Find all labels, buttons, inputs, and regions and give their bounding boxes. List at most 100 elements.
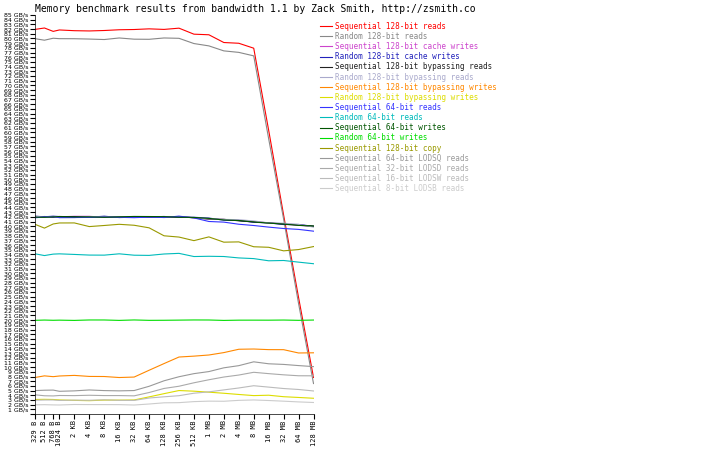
Random 128-bit reads <box>249 53 258 58</box>
Sequential 128-bit bypassing writes <box>235 346 243 352</box>
Sequential 128-bit reads <box>309 375 318 380</box>
Random 64-bit reads <box>309 261 318 266</box>
Sequential 16-bit LODSW reads <box>30 397 39 403</box>
Random 128-bit cache writes <box>235 218 243 223</box>
Sequential 32-bit LODSD reads <box>85 392 94 398</box>
Sequential 8-bit LODSB reads <box>264 398 273 403</box>
Sequential 128-bit bypassing reads <box>85 214 94 220</box>
Random 128-bit bypassing reads <box>30 213 39 219</box>
Random 128-bit bypassing reads <box>160 214 168 220</box>
Sequential 64-bit reads <box>49 214 58 220</box>
Sequential 16-bit LODSW reads <box>70 397 78 403</box>
Sequential 128-bit bypassing reads <box>145 215 153 220</box>
Sequential 64-bit LODSQ reads <box>264 361 273 366</box>
Random 64-bit reads <box>100 252 109 258</box>
Sequential 64-bit LODSQ reads <box>220 365 228 370</box>
Random 128-bit cache writes <box>30 213 39 219</box>
Random 64-bit writes <box>279 317 288 323</box>
Sequential 32-bit LODSD reads <box>204 377 213 382</box>
Random 128-bit bypassing reads <box>220 217 228 222</box>
Random 128-bit cache writes <box>204 216 213 221</box>
Random 128-bit cache writes <box>55 214 64 219</box>
Random 128-bit reads <box>30 36 39 41</box>
Sequential 8-bit LODSB reads <box>55 402 64 408</box>
Sequential 8-bit LODSB reads <box>49 402 58 408</box>
Sequential 16-bit LODSW reads <box>175 393 184 398</box>
Random 128-bit cache writes <box>100 213 109 219</box>
Sequential 128-bit cache writes <box>235 218 243 223</box>
Random 128-bit cache writes <box>220 217 228 223</box>
Sequential 128-bit copy <box>204 234 213 239</box>
Line: Sequential 32-bit LODSD reads: Sequential 32-bit LODSD reads <box>35 372 313 396</box>
Random 128-bit cache writes <box>249 220 258 225</box>
Sequential 32-bit LODSD reads <box>279 372 288 378</box>
Sequential 64-bit writes <box>294 223 303 228</box>
Sequential 128-bit copy <box>30 221 39 227</box>
Sequential 64-bit writes <box>49 214 58 220</box>
Sequential 64-bit reads <box>294 227 303 232</box>
Sequential 128-bit copy <box>294 247 303 252</box>
Sequential 16-bit LODSW reads <box>235 385 243 391</box>
Sequential 64-bit LODSQ reads <box>279 362 288 367</box>
Random 128-bit bypassing writes <box>264 392 273 398</box>
Random 128-bit bypassing writes <box>160 391 168 396</box>
Sequential 64-bit LODSQ reads <box>55 389 64 394</box>
Random 64-bit reads <box>85 252 94 258</box>
Sequential 64-bit reads <box>55 215 64 220</box>
Sequential 128-bit cache writes <box>49 215 58 220</box>
Random 128-bit reads <box>264 136 273 141</box>
Sequential 8-bit LODSB reads <box>85 402 94 407</box>
Sequential 8-bit LODSB reads <box>235 398 243 403</box>
Sequential 128-bit bypassing reads <box>220 216 228 222</box>
Sequential 128-bit bypassing writes <box>309 350 318 356</box>
Random 128-bit bypassing reads <box>145 214 153 219</box>
Line: Sequential 64-bit writes: Sequential 64-bit writes <box>35 216 313 226</box>
Sequential 8-bit LODSB reads <box>145 401 153 407</box>
Sequential 8-bit LODSB reads <box>279 399 288 404</box>
Sequential 64-bit writes <box>235 218 243 223</box>
Sequential 64-bit writes <box>279 221 288 227</box>
Sequential 64-bit writes <box>40 215 49 220</box>
Random 128-bit bypassing reads <box>55 215 64 220</box>
Sequential 16-bit LODSW reads <box>189 391 198 396</box>
Line: Random 128-bit bypassing writes: Random 128-bit bypassing writes <box>35 391 313 401</box>
Sequential 64-bit LODSQ reads <box>235 363 243 369</box>
Random 128-bit bypassing writes <box>115 397 124 403</box>
Random 128-bit bypassing writes <box>145 394 153 400</box>
Random 64-bit reads <box>145 253 153 258</box>
Sequential 128-bit bypassing reads <box>309 224 318 229</box>
Sequential 128-bit cache writes <box>249 220 258 225</box>
Line: Sequential 16-bit LODSW reads: Sequential 16-bit LODSW reads <box>35 386 313 400</box>
Sequential 128-bit reads <box>70 28 78 33</box>
Sequential 64-bit reads <box>145 215 153 220</box>
Random 128-bit bypassing writes <box>55 397 64 403</box>
Sequential 64-bit LODSQ reads <box>189 371 198 376</box>
Random 64-bit writes <box>220 318 228 323</box>
Sequential 16-bit LODSW reads <box>85 397 94 403</box>
Sequential 128-bit bypassing reads <box>40 214 49 219</box>
Random 128-bit bypassing writes <box>309 396 318 401</box>
Sequential 8-bit LODSB reads <box>249 397 258 403</box>
Random 128-bit bypassing writes <box>220 391 228 396</box>
Sequential 128-bit cache writes <box>145 214 153 220</box>
Sequential 64-bit LODSQ reads <box>204 369 213 374</box>
Sequential 16-bit LODSW reads <box>115 398 124 403</box>
Sequential 64-bit reads <box>235 221 243 227</box>
Random 128-bit cache writes <box>175 215 184 220</box>
Random 128-bit reads <box>204 43 213 49</box>
Sequential 64-bit reads <box>220 220 228 225</box>
Sequential 64-bit LODSQ reads <box>40 387 49 393</box>
Sequential 64-bit LODSQ reads <box>100 388 109 393</box>
Sequential 128-bit reads <box>115 27 124 32</box>
Sequential 128-bit bypassing writes <box>40 373 49 378</box>
Sequential 32-bit LODSD reads <box>115 393 124 398</box>
Sequential 64-bit reads <box>249 223 258 228</box>
Random 64-bit writes <box>204 317 213 323</box>
Random 64-bit reads <box>30 251 39 256</box>
Sequential 64-bit reads <box>204 219 213 224</box>
Sequential 128-bit copy <box>160 233 168 238</box>
Sequential 8-bit LODSB reads <box>130 402 138 408</box>
Sequential 128-bit bypassing writes <box>279 347 288 352</box>
Random 128-bit bypassing reads <box>309 225 318 230</box>
Line: Sequential 128-bit bypassing reads: Sequential 128-bit bypassing reads <box>35 216 313 226</box>
